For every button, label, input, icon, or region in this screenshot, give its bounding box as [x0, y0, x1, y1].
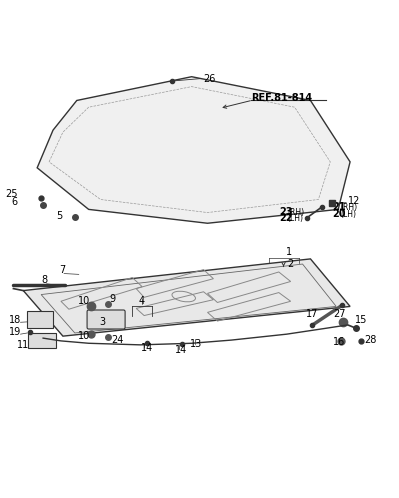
Text: 25: 25 [5, 189, 18, 199]
Text: 6: 6 [11, 197, 18, 208]
Text: 28: 28 [364, 335, 377, 345]
Text: 14: 14 [175, 345, 187, 355]
Text: 12: 12 [348, 196, 360, 206]
Text: 8: 8 [41, 275, 47, 285]
Text: 20: 20 [332, 209, 346, 219]
Polygon shape [37, 77, 350, 223]
Polygon shape [23, 259, 350, 336]
Text: 9: 9 [109, 294, 115, 304]
Text: 19: 19 [10, 327, 22, 337]
Text: 14: 14 [141, 343, 153, 353]
Text: 16: 16 [334, 337, 346, 347]
Text: 24: 24 [112, 335, 124, 345]
Text: 11: 11 [17, 340, 29, 350]
Text: 10: 10 [77, 331, 90, 341]
Text: (LH): (LH) [340, 210, 356, 219]
Text: 27: 27 [334, 309, 346, 319]
Bar [27, 311, 53, 328]
Text: 3: 3 [100, 317, 106, 327]
FancyBboxPatch shape [87, 310, 125, 329]
Text: 5: 5 [57, 211, 63, 221]
Text: 22: 22 [279, 213, 292, 223]
Text: REF.81-814: REF.81-814 [251, 93, 312, 103]
Text: 23: 23 [279, 207, 292, 217]
Text: 10: 10 [77, 296, 90, 306]
Bar [28, 333, 56, 348]
Text: 7: 7 [59, 265, 65, 275]
Text: 15: 15 [355, 315, 367, 326]
Text: (RH): (RH) [340, 203, 357, 212]
Text: 1: 1 [286, 247, 292, 257]
Text: 26: 26 [203, 74, 216, 84]
Text: 2: 2 [288, 259, 294, 269]
Text: 17: 17 [306, 309, 318, 319]
Text: 21: 21 [332, 202, 346, 212]
Text: 13: 13 [190, 339, 202, 349]
Text: 18: 18 [10, 315, 22, 325]
Text: 4: 4 [138, 296, 144, 306]
Text: (LH): (LH) [288, 214, 304, 223]
Text: (RH): (RH) [288, 208, 304, 217]
